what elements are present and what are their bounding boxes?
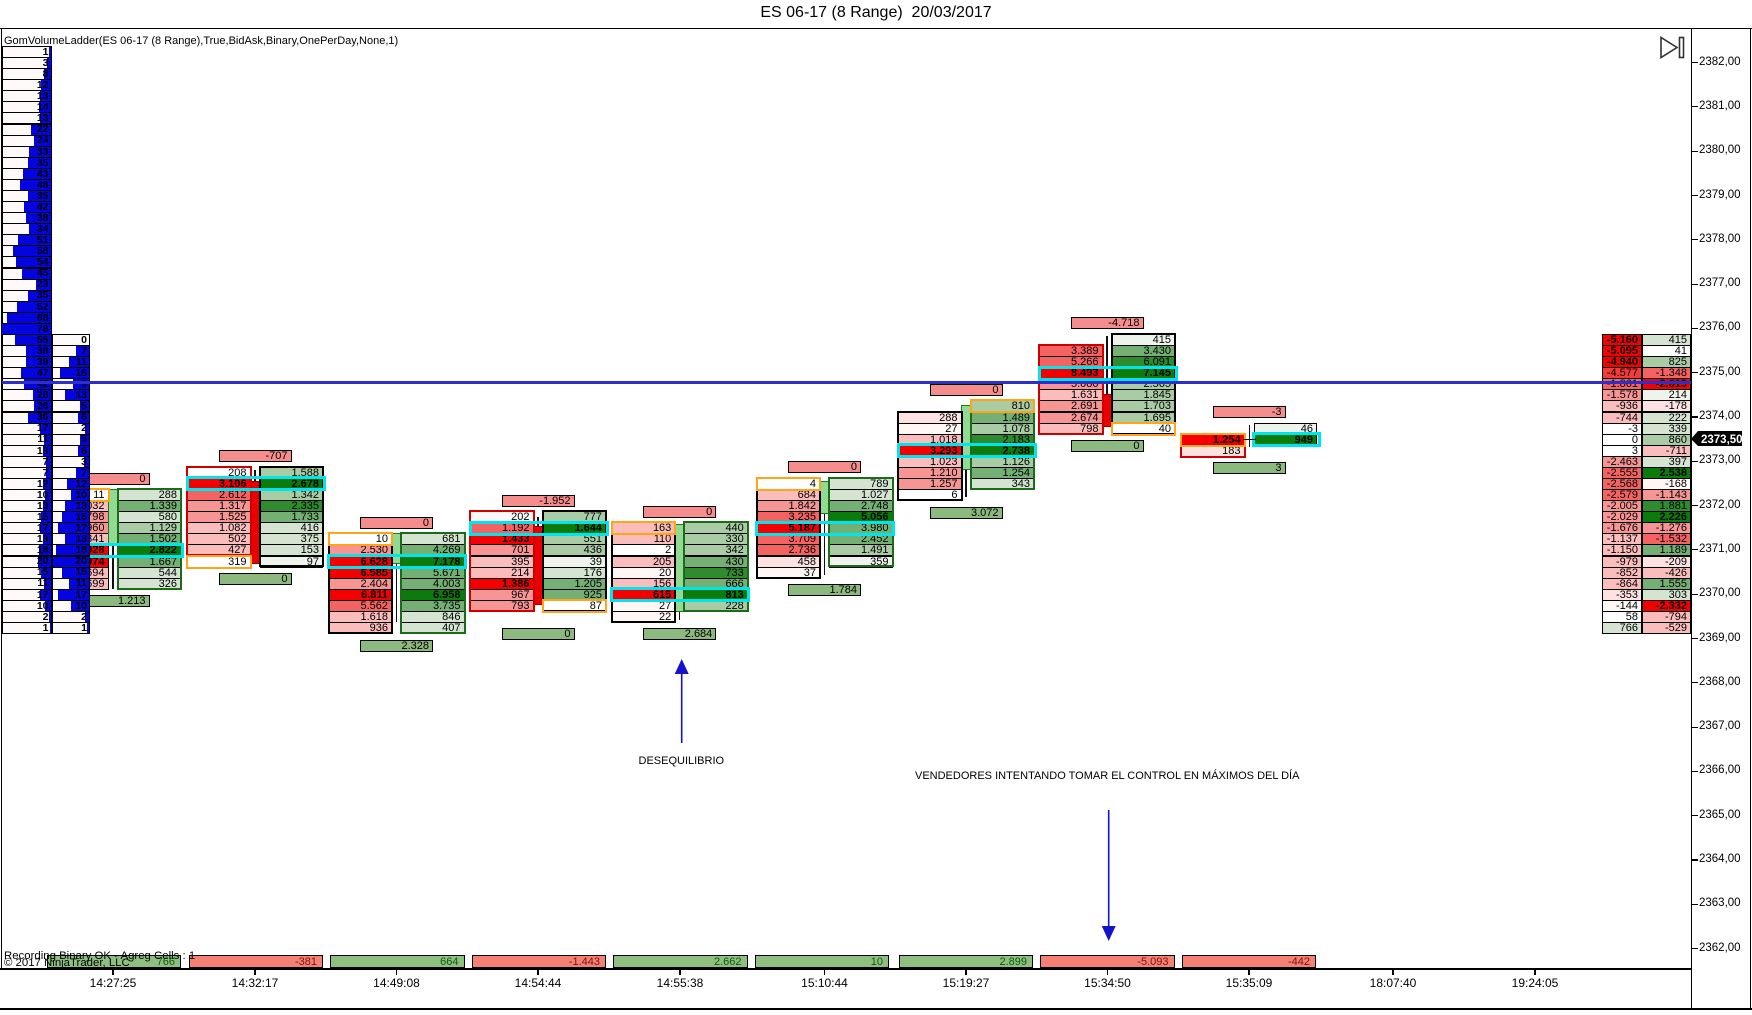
svg-text:2373,50: 2373,50: [1701, 434, 1743, 446]
